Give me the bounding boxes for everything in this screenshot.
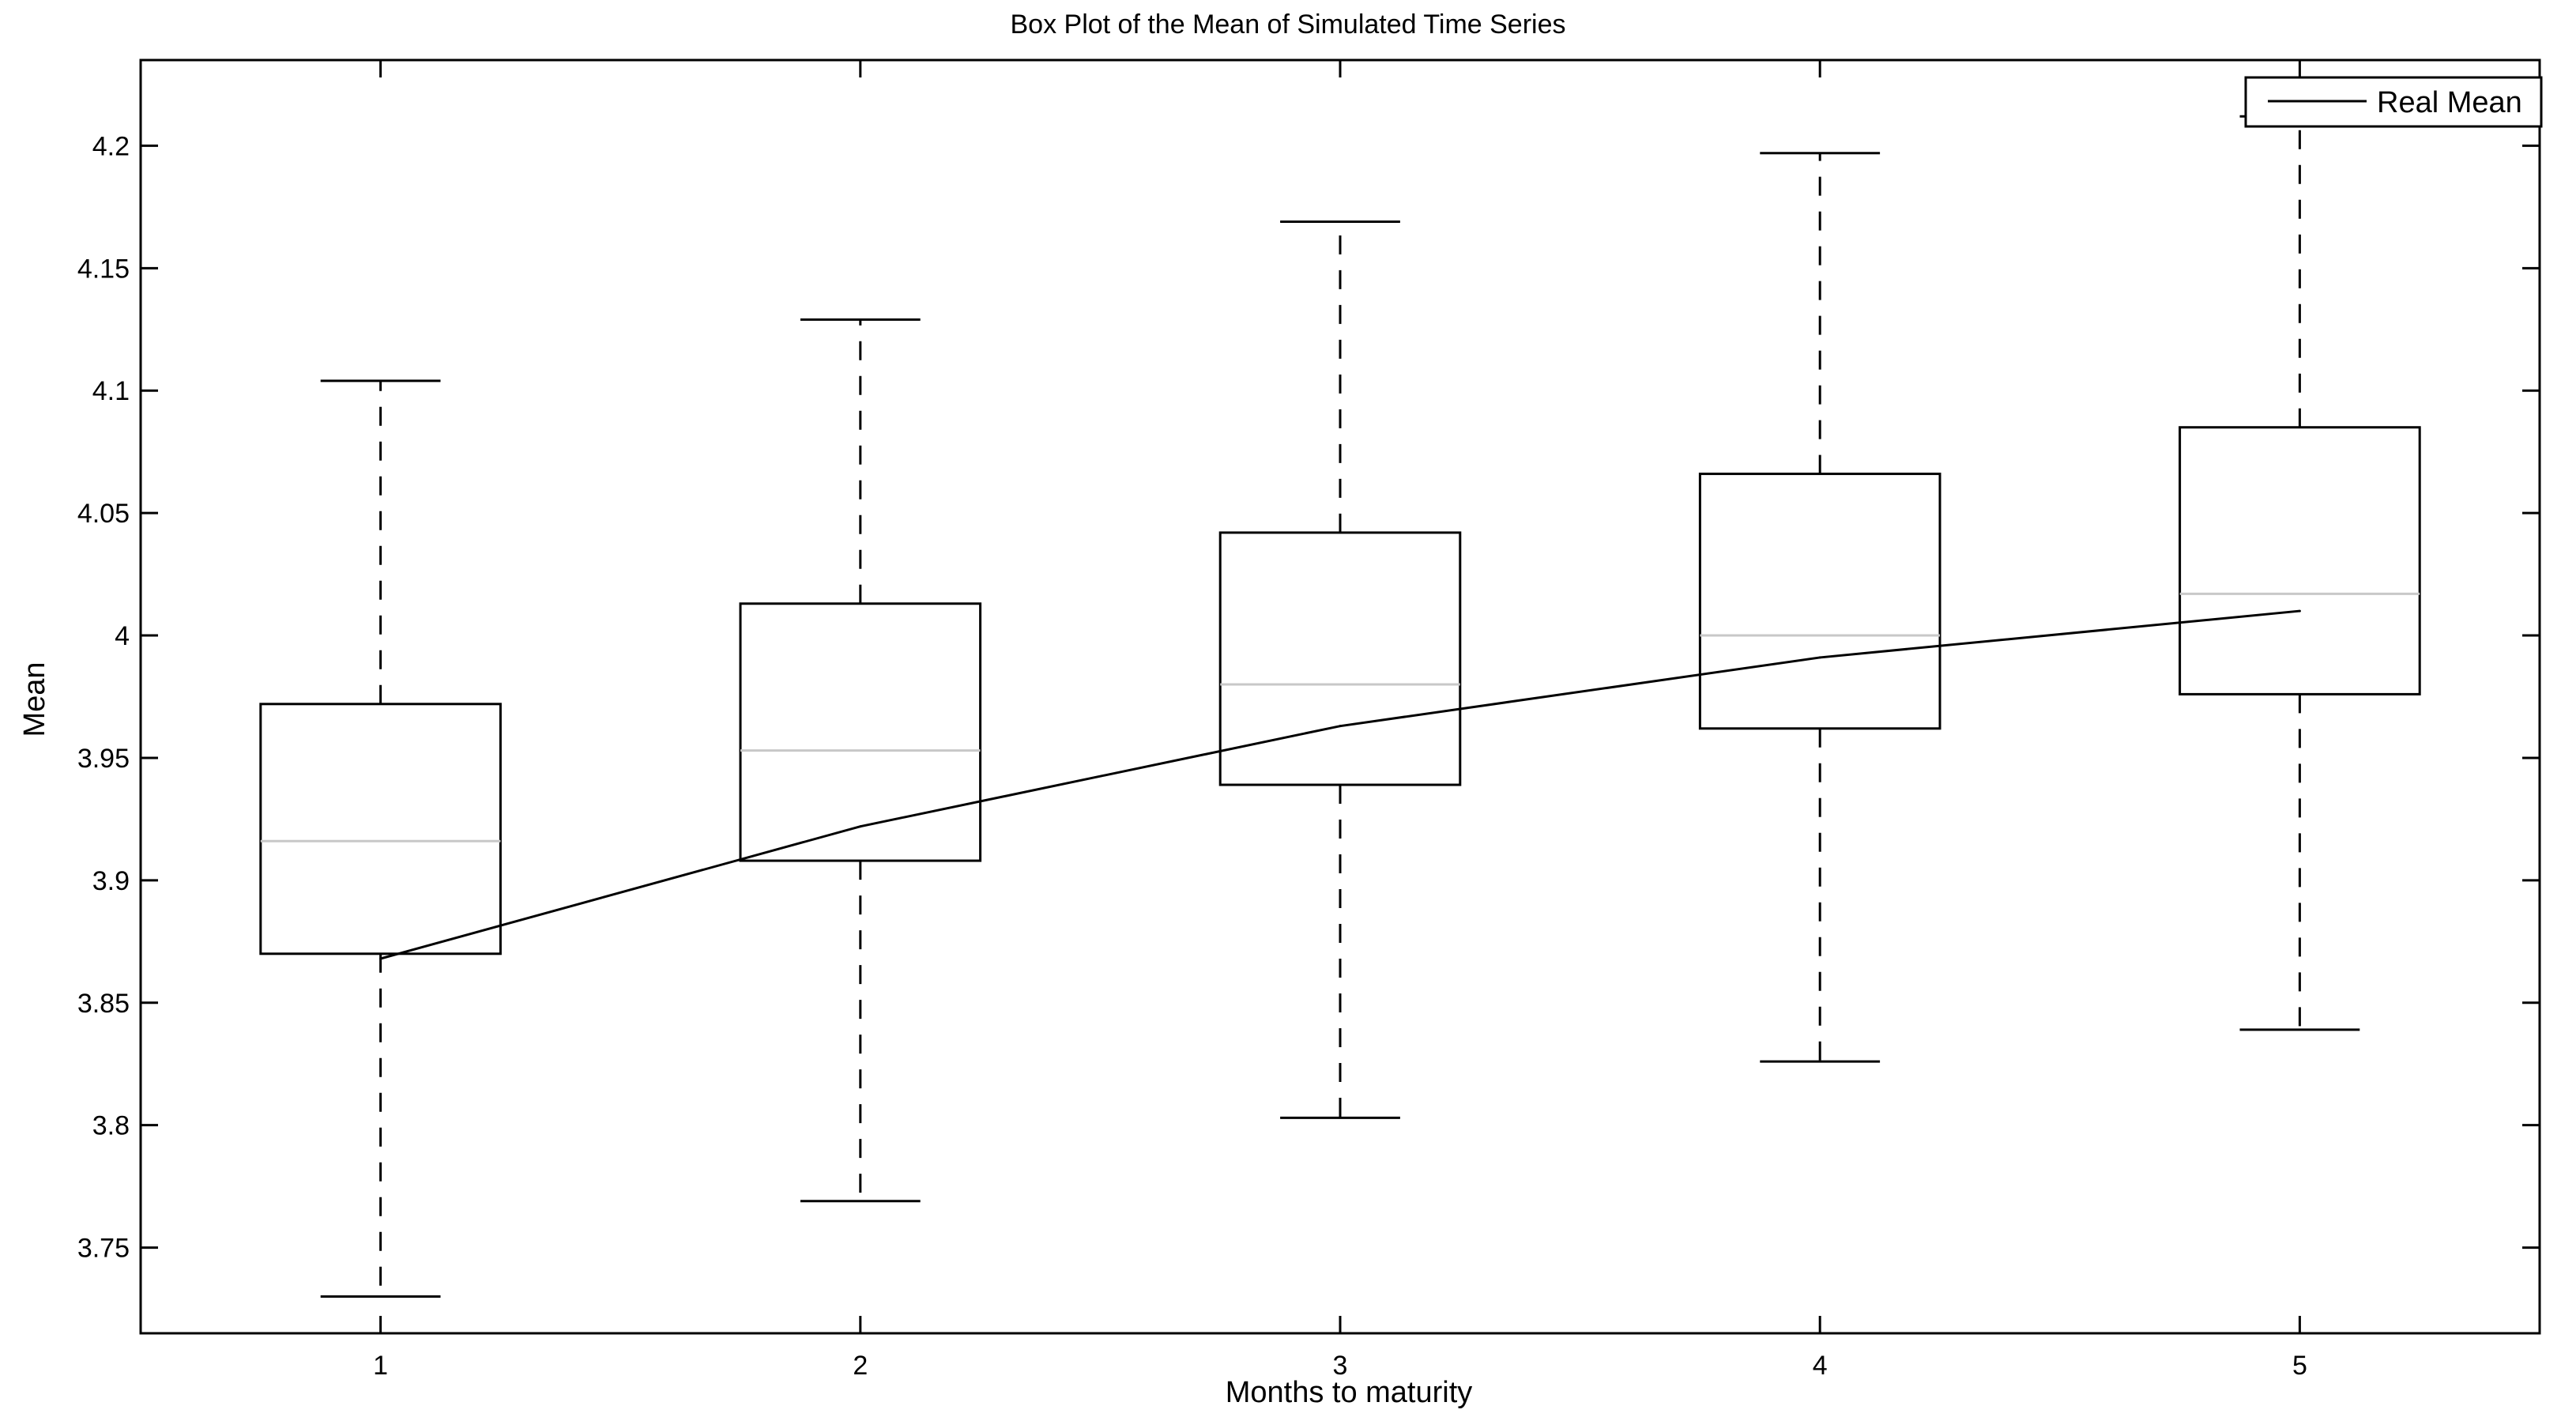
- box-iqr: [1218, 531, 1462, 786]
- box-iqr: [739, 602, 982, 862]
- boxes: [259, 115, 2421, 1298]
- y-tick-label: 3.85: [77, 989, 130, 1019]
- box-group-5: [2179, 115, 2421, 1031]
- box-iqr: [259, 703, 502, 956]
- y-tick-label: 3.9: [92, 866, 130, 896]
- y-tick-label: 4.1: [92, 376, 130, 406]
- y-tick-label: 4.2: [92, 131, 130, 161]
- x-tick-label: 5: [2292, 1351, 2307, 1381]
- y-tick-label: 4.05: [77, 499, 130, 529]
- x-tick-label: 3: [1333, 1351, 1348, 1381]
- legend-label: Real Mean: [2377, 86, 2522, 119]
- axis-ticks: 3.75 3.8 3.85 3.9 3.95 4 4.05 4.1 4.15 4.2 1 2 3 4 5: [77, 60, 2540, 1381]
- box-group-4: [1698, 152, 1941, 1063]
- y-tick-label: 3.75: [77, 1234, 130, 1264]
- real-mean-point: [1818, 656, 1821, 659]
- real-mean-point: [2298, 609, 2301, 612]
- x-tick-label: 1: [373, 1351, 388, 1381]
- real-mean-point: [859, 825, 862, 828]
- legend: Real Mean: [2244, 76, 2543, 128]
- box-iqr: [1698, 473, 1941, 730]
- box-group-1: [259, 379, 502, 1298]
- y-tick-label: 3.95: [77, 744, 130, 774]
- real-mean-point: [1339, 725, 1342, 728]
- real-mean-series: [379, 609, 2301, 960]
- y-tick-label: 4: [115, 621, 130, 651]
- real-mean-point: [379, 957, 382, 960]
- chart-title: Box Plot of the Mean of Simulated Time S…: [1010, 9, 1565, 40]
- box-group-2: [739, 318, 982, 1203]
- box-group-3: [1218, 220, 1462, 1119]
- box-iqr: [2179, 426, 2421, 695]
- x-tick-label: 2: [853, 1351, 868, 1381]
- x-tick-label: 4: [1813, 1351, 1828, 1381]
- x-axis-label: Months to maturity: [1226, 1376, 1473, 1409]
- y-tick-label: 4.15: [77, 254, 130, 284]
- y-tick-label: 3.8: [92, 1111, 130, 1141]
- y-axis-label: Mean: [18, 662, 51, 737]
